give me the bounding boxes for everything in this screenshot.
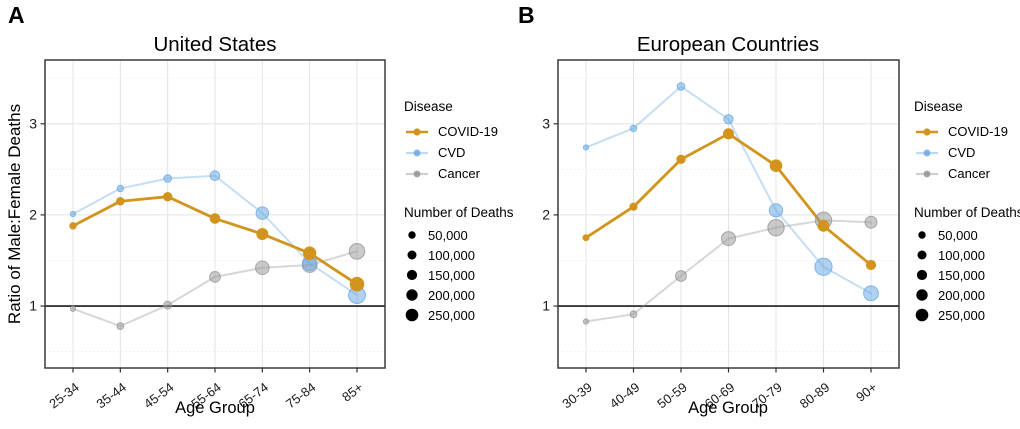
legend-label: 250,000 bbox=[428, 307, 475, 323]
legend-b: Disease COVID-19 CVD Cancer Number of De… bbox=[914, 99, 1020, 325]
svg-text:1: 1 bbox=[542, 298, 550, 314]
legend-label: 250,000 bbox=[938, 307, 985, 323]
size-dot-icon bbox=[916, 289, 928, 301]
size-dot-icon bbox=[405, 308, 419, 322]
legend-a: Disease COVID-19 CVD Cancer Number of De… bbox=[404, 99, 514, 325]
legend-size-250000: 250,000 bbox=[914, 305, 1020, 325]
size-legend-title: Number of Deaths bbox=[404, 205, 514, 220]
panel-a-title: United States bbox=[153, 33, 277, 56]
legend-size-50000: 50,000 bbox=[914, 225, 1020, 245]
legend-label: 200,000 bbox=[938, 287, 985, 303]
legend-label: 50,000 bbox=[428, 227, 468, 243]
panel-a-label: A bbox=[8, 2, 26, 28]
cvd-line-icon bbox=[916, 149, 938, 156]
cancer-line-icon bbox=[916, 170, 938, 177]
legend-label: COVID-19 bbox=[948, 124, 1008, 139]
svg-text:2: 2 bbox=[542, 206, 550, 222]
covid19-line-icon bbox=[406, 127, 428, 136]
size-dot-icon bbox=[407, 250, 417, 260]
panel-b-title: European Countries bbox=[636, 33, 820, 56]
disease-legend-title: Disease bbox=[914, 99, 963, 114]
legend-size-150000: 150,000 bbox=[404, 265, 510, 285]
x-axis-title-a: Age Group bbox=[175, 399, 255, 417]
panel-united-states: A United States Ratio of Male:Female Dea… bbox=[5, 2, 514, 417]
legend-label: 50,000 bbox=[938, 227, 978, 243]
legend-size-50000: 50,000 bbox=[404, 225, 510, 245]
size-dot-icon bbox=[406, 289, 418, 301]
cancer-line-icon bbox=[406, 170, 428, 177]
disease-legend-title: Disease bbox=[404, 99, 453, 114]
legend-item-cvd: CVD bbox=[404, 142, 510, 163]
size-dot-icon bbox=[915, 308, 929, 322]
size-dot-icon bbox=[408, 231, 416, 239]
svg-text:2: 2 bbox=[29, 206, 37, 222]
legend-label: 150,000 bbox=[428, 267, 475, 283]
legend-label: CVD bbox=[948, 145, 976, 160]
svg-text:1: 1 bbox=[29, 298, 37, 314]
legend-item-covid19: COVID-19 bbox=[404, 121, 510, 142]
size-dot-icon bbox=[406, 269, 418, 281]
legend-item-cvd: CVD bbox=[914, 142, 1020, 163]
svg-text:3: 3 bbox=[29, 115, 37, 131]
legend-label: 100,000 bbox=[938, 247, 985, 263]
legend-size-200000: 200,000 bbox=[404, 285, 510, 305]
size-dot-icon bbox=[918, 231, 926, 239]
panel-european-countries: B European Countries 1 2 3 30-39 40-49 50-59 6… bbox=[510, 0, 1020, 429]
legend-label: 200,000 bbox=[428, 287, 475, 303]
svg-text:3: 3 bbox=[542, 115, 550, 131]
x-axis-title-b: Age Group bbox=[688, 399, 768, 417]
size-dot-icon bbox=[916, 269, 928, 281]
legend-label: CVD bbox=[438, 145, 466, 160]
panel-b-label: B bbox=[518, 2, 536, 28]
legend-label: Cancer bbox=[438, 166, 480, 181]
covid19-line-icon bbox=[916, 127, 938, 136]
legend-size-100000: 100,000 bbox=[914, 245, 1020, 265]
legend-size-200000: 200,000 bbox=[914, 285, 1020, 305]
legend-label: COVID-19 bbox=[438, 124, 498, 139]
legend-item-cancer: Cancer bbox=[914, 163, 1020, 184]
legend-label: 100,000 bbox=[428, 247, 475, 263]
legend-size-100000: 100,000 bbox=[404, 245, 510, 265]
legend-size-250000: 250,000 bbox=[404, 305, 510, 325]
legend-label: 150,000 bbox=[938, 267, 985, 283]
size-legend-title: Number of Deaths bbox=[914, 205, 1020, 220]
cvd-line-icon bbox=[406, 149, 428, 156]
size-dot-icon bbox=[917, 250, 927, 260]
legend-item-cancer: Cancer bbox=[404, 163, 510, 184]
legend-item-covid19: COVID-19 bbox=[914, 121, 1020, 142]
legend-label: Cancer bbox=[948, 166, 990, 181]
legend-size-150000: 150,000 bbox=[914, 265, 1020, 285]
